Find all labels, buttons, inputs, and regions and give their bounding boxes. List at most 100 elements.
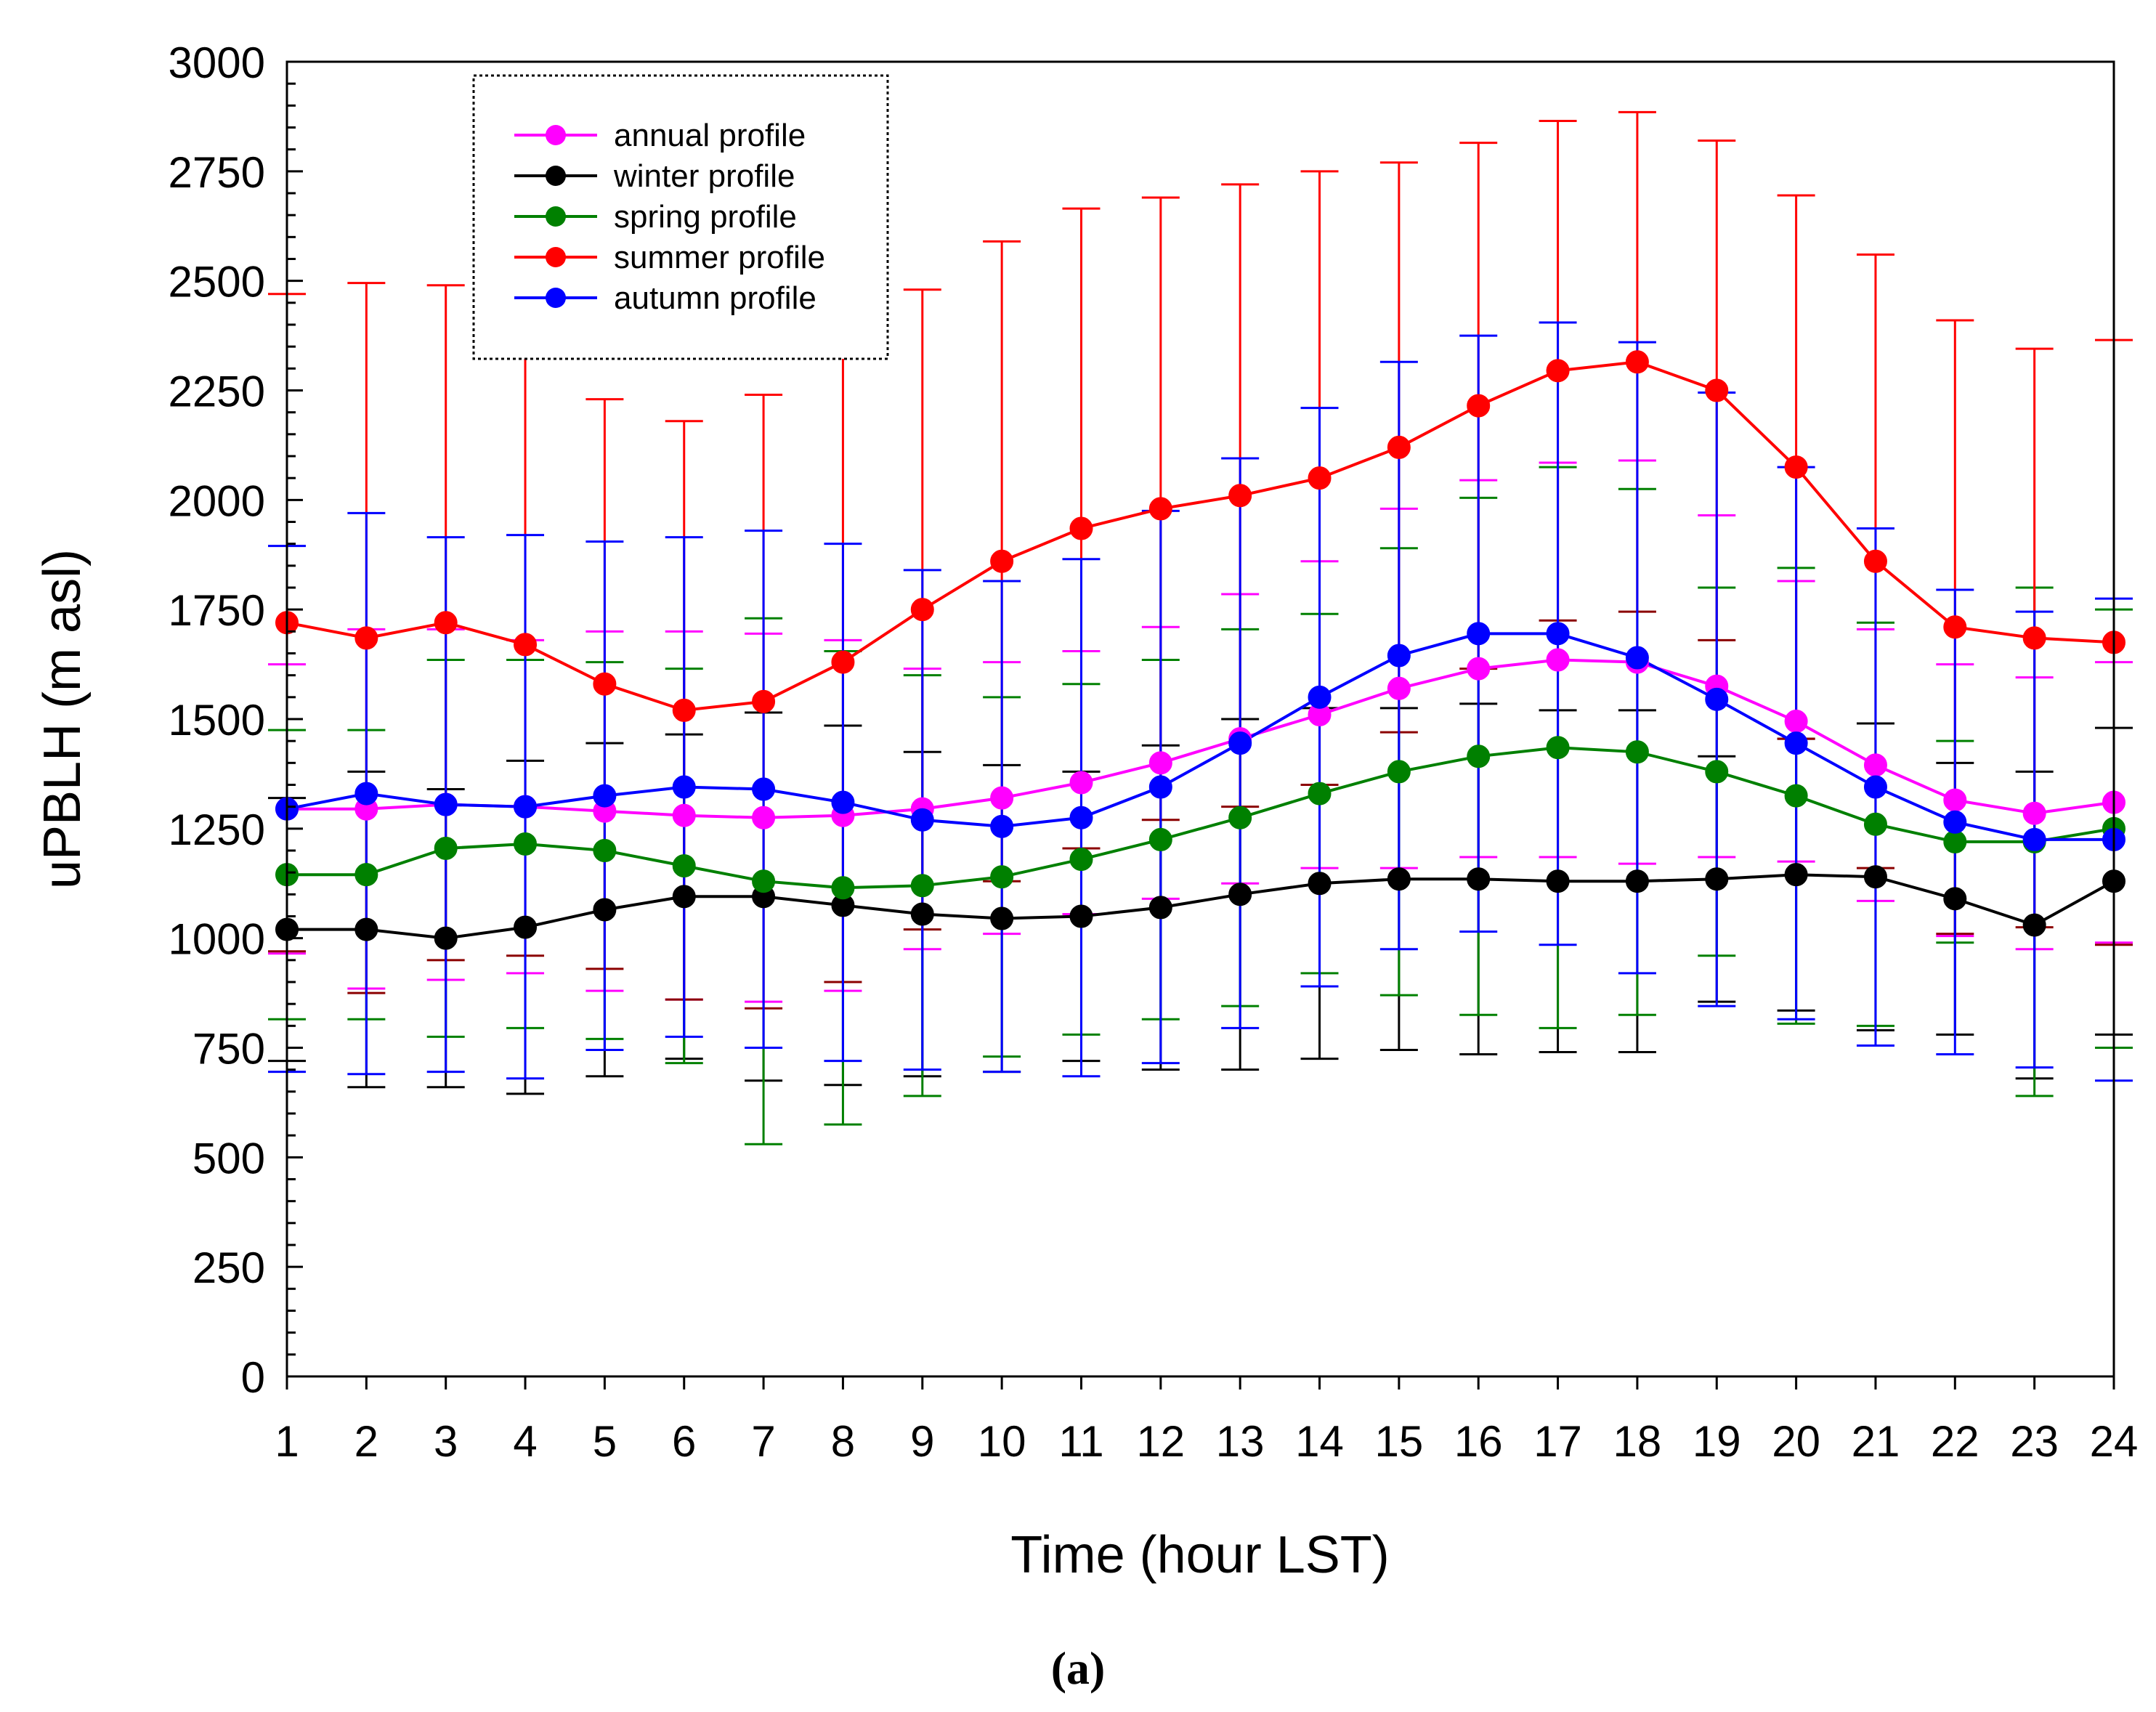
data-point (1625, 350, 1649, 374)
legend-label: autumn profile (614, 280, 816, 316)
data-point (1148, 896, 1172, 920)
x-tick-label: 13 (1216, 1417, 1265, 1466)
data-point (1308, 466, 1332, 490)
series-markers (275, 350, 2125, 950)
data-point (910, 874, 934, 898)
data-point (1387, 676, 1411, 700)
x-axis-label: Time (hour LST) (1010, 1526, 1389, 1584)
data-point (1784, 710, 1808, 734)
data-point (990, 786, 1014, 810)
y-tick-label: 250 (192, 1244, 265, 1292)
data-point (1705, 867, 1729, 891)
data-point (1705, 687, 1729, 711)
x-tick-label: 23 (2010, 1417, 2059, 1466)
y-tick-label: 2500 (169, 258, 265, 307)
x-tick-label: 2 (354, 1417, 378, 1466)
data-point (1148, 775, 1172, 799)
data-point (1863, 865, 1887, 889)
data-point (752, 689, 776, 713)
data-point (1308, 685, 1332, 709)
data-point (910, 902, 934, 926)
x-tick-label: 11 (1058, 1417, 1103, 1466)
data-point (1308, 872, 1332, 896)
data-point (1069, 904, 1093, 928)
x-tick-label: 14 (1295, 1417, 1344, 1466)
data-point (752, 777, 776, 801)
data-point (434, 611, 458, 635)
x-tick-label: 21 (1852, 1417, 1900, 1466)
data-point (1467, 657, 1491, 681)
legend-marker (546, 288, 566, 308)
panel-label: (a) (1050, 1642, 1106, 1694)
x-tick-label: 12 (1136, 1417, 1185, 1466)
series-line (286, 360, 2115, 712)
data-point (1943, 615, 1967, 639)
data-point (672, 803, 696, 827)
data-point (1069, 806, 1093, 829)
data-point (514, 832, 538, 856)
x-tick-label: 7 (751, 1417, 775, 1466)
data-point (354, 917, 378, 941)
legend-label: spring profile (614, 199, 797, 235)
x-tick-label: 22 (1931, 1417, 1979, 1466)
data-point (1467, 622, 1491, 646)
data-point (1546, 622, 1570, 646)
data-point (910, 808, 934, 832)
y-tick-label: 2250 (169, 368, 265, 416)
data-point (1546, 869, 1570, 893)
x-tick-label: 6 (672, 1417, 696, 1466)
x-tick-label: 19 (1693, 1417, 1741, 1466)
data-point (672, 775, 696, 799)
series-line (287, 746, 2115, 890)
data-point (1943, 887, 1967, 911)
data-point (1387, 867, 1411, 891)
data-point (1943, 788, 1967, 812)
legend-label: annual profile (614, 118, 806, 153)
x-tick-label: 4 (513, 1417, 537, 1466)
data-point (990, 549, 1014, 573)
y-tick-label: 500 (192, 1134, 265, 1182)
data-point (1546, 736, 1570, 760)
data-point (1546, 359, 1570, 383)
legend-marker (546, 206, 566, 227)
data-point (910, 598, 934, 622)
data-point (1387, 760, 1411, 784)
y-tick-label: 1750 (169, 586, 265, 635)
data-point (593, 898, 617, 922)
series-line (287, 658, 2115, 819)
data-point (1943, 810, 1967, 834)
data-point (672, 698, 696, 722)
data-point (990, 814, 1014, 838)
data-point (990, 906, 1014, 930)
legend: annual profile winter profile spring profi… (472, 74, 889, 360)
data-point (514, 633, 538, 657)
legend-marker (546, 125, 566, 145)
x-tick-label: 16 (1454, 1417, 1503, 1466)
legend-marker (546, 166, 566, 186)
data-point (990, 865, 1014, 889)
data-point (1863, 753, 1887, 777)
y-tick-label: 1000 (169, 915, 265, 964)
data-point (672, 885, 696, 909)
data-point (1228, 731, 1252, 755)
x-tick-label: 3 (434, 1417, 458, 1466)
data-point (2022, 801, 2046, 825)
data-point (1308, 782, 1332, 806)
data-point (434, 836, 458, 860)
data-point (1784, 455, 1808, 479)
data-point (752, 806, 776, 829)
y-tick-label: 1250 (169, 806, 265, 854)
y-axis: 0 250 500 750 1000 1250 1500 1750 2000 2250 2500 27… (169, 38, 303, 1402)
y-tick-label: 2750 (169, 148, 265, 197)
data-point (1467, 867, 1491, 891)
data-point (1625, 646, 1649, 670)
data-point (593, 672, 617, 696)
data-point (434, 926, 458, 950)
data-point (752, 869, 776, 893)
data-point (1148, 827, 1172, 851)
data-point (1148, 751, 1172, 775)
data-point (831, 650, 855, 674)
y-axis-label: uPBLH (m asl) (33, 549, 92, 889)
data-point (1467, 745, 1491, 768)
